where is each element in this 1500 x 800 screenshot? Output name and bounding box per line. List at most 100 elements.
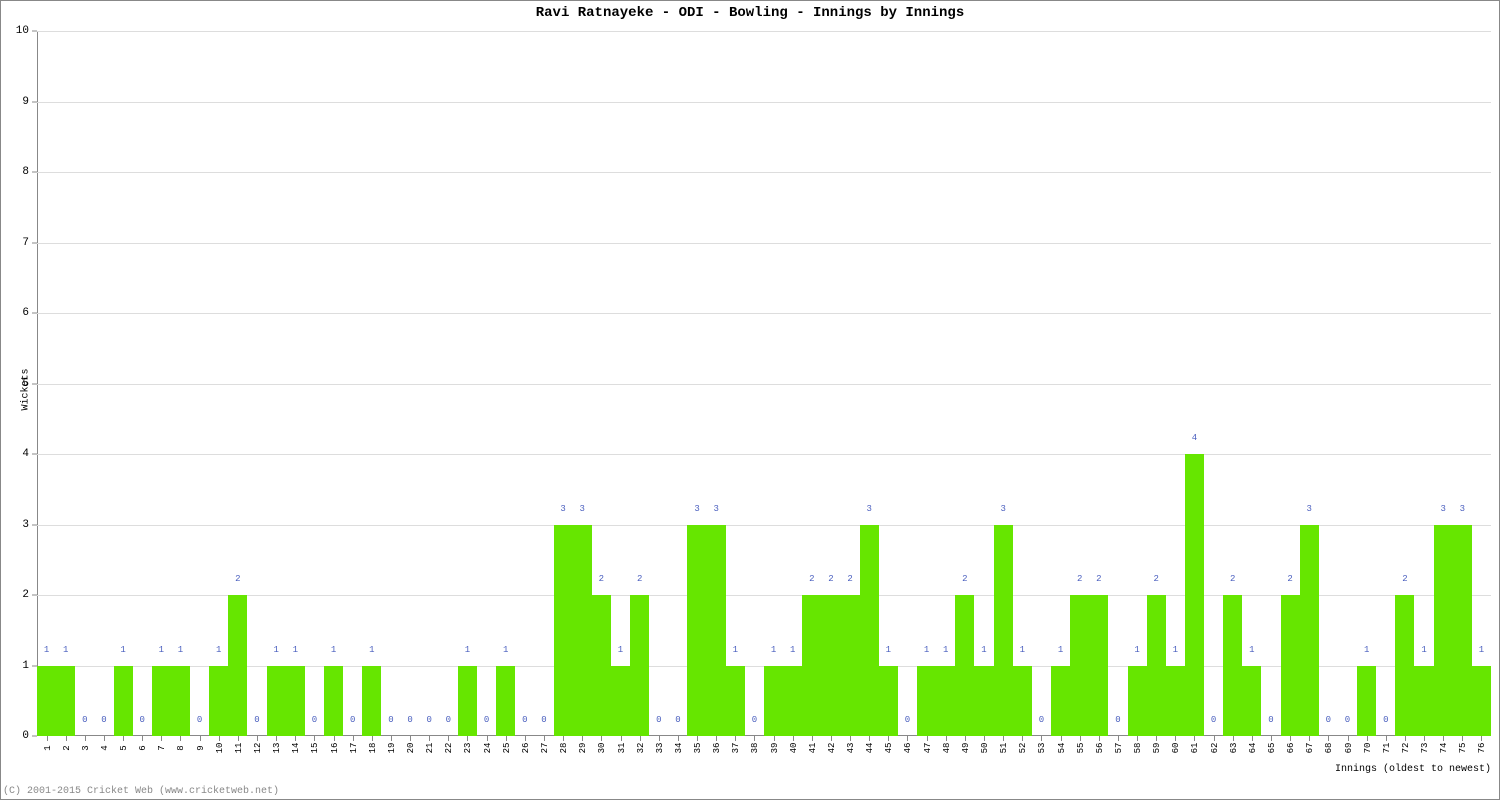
- xtick-mark: [831, 736, 832, 741]
- xtick-mark: [984, 736, 985, 741]
- ytick-mark: [32, 665, 37, 666]
- ytick-label: 4: [1, 448, 29, 460]
- bar-value-label: 1: [733, 645, 738, 655]
- xtick-mark: [1309, 736, 1310, 741]
- ytick-label: 10: [1, 25, 29, 37]
- bar: [286, 666, 305, 737]
- xtick-label: 38: [750, 743, 760, 754]
- xtick-mark: [1099, 736, 1100, 741]
- bar: [496, 666, 515, 737]
- bar-value-label: 0: [101, 715, 106, 725]
- xtick-mark: [1290, 736, 1291, 741]
- bar-value-label: 1: [1364, 645, 1369, 655]
- bar-value-label: 1: [44, 645, 49, 655]
- bar: [630, 595, 649, 736]
- xtick-label: 14: [291, 743, 301, 754]
- xtick-mark: [1252, 736, 1253, 741]
- bar-value-label: 1: [293, 645, 298, 655]
- xtick-label: 20: [406, 743, 416, 754]
- xtick-mark: [391, 736, 392, 741]
- bar: [821, 595, 840, 736]
- xtick-mark: [1022, 736, 1023, 741]
- bar-value-label: 3: [560, 504, 565, 514]
- xtick-label: 24: [483, 743, 493, 754]
- xtick-mark: [142, 736, 143, 741]
- bar-value-label: 0: [1345, 715, 1350, 725]
- xtick-mark: [1424, 736, 1425, 741]
- bar-value-label: 1: [1020, 645, 1025, 655]
- bar-value-label: 3: [1460, 504, 1465, 514]
- bar-value-label: 0: [312, 715, 317, 725]
- xtick-label: 18: [368, 743, 378, 754]
- bar-value-label: 2: [809, 574, 814, 584]
- bar-value-label: 0: [140, 715, 145, 725]
- bar: [554, 525, 573, 737]
- xtick-label: 33: [655, 743, 665, 754]
- bar: [936, 666, 955, 737]
- ytick-label: 1: [1, 660, 29, 672]
- x-axis-label: Innings (oldest to newest): [1335, 764, 1491, 775]
- bar: [1472, 666, 1491, 737]
- bar-value-label: 1: [943, 645, 948, 655]
- bar: [783, 666, 802, 737]
- xtick-label: 1: [43, 745, 53, 750]
- xtick-mark: [678, 736, 679, 741]
- bar: [152, 666, 171, 737]
- bar-value-label: 0: [407, 715, 412, 725]
- gridline: [37, 595, 1491, 596]
- ytick-label: 2: [1, 589, 29, 601]
- xtick-label: 3: [81, 745, 91, 750]
- bar: [1357, 666, 1376, 737]
- xtick-mark: [716, 736, 717, 741]
- xtick-label: 15: [310, 743, 320, 754]
- ytick-mark: [32, 736, 37, 737]
- xtick-label: 12: [253, 743, 263, 754]
- xtick-mark: [276, 736, 277, 741]
- xtick-label: 74: [1439, 743, 1449, 754]
- bar-value-label: 3: [1000, 504, 1005, 514]
- xtick-mark: [257, 736, 258, 741]
- xtick-mark: [372, 736, 373, 741]
- xtick-mark: [1405, 736, 1406, 741]
- ytick-label: 7: [1, 237, 29, 249]
- xtick-label: 52: [1018, 743, 1028, 754]
- xtick-label: 42: [827, 743, 837, 754]
- xtick-mark: [66, 736, 67, 741]
- bar: [1070, 595, 1089, 736]
- xtick-mark: [927, 736, 928, 741]
- xtick-label: 6: [138, 745, 148, 750]
- xtick-mark: [659, 736, 660, 741]
- bar: [1185, 454, 1204, 736]
- bar: [726, 666, 745, 737]
- xtick-label: 46: [903, 743, 913, 754]
- xtick-label: 70: [1363, 743, 1373, 754]
- xtick-label: 47: [923, 743, 933, 754]
- xtick-mark: [314, 736, 315, 741]
- xtick-mark: [1080, 736, 1081, 741]
- bar-value-label: 0: [541, 715, 546, 725]
- xtick-mark: [1214, 736, 1215, 741]
- bar: [955, 595, 974, 736]
- xtick-label: 13: [272, 743, 282, 754]
- xtick-mark: [621, 736, 622, 741]
- bar-value-label: 1: [981, 645, 986, 655]
- xtick-mark: [200, 736, 201, 741]
- bar-value-label: 0: [484, 715, 489, 725]
- xtick-mark: [869, 736, 870, 741]
- xtick-mark: [1271, 736, 1272, 741]
- bar-value-label: 1: [369, 645, 374, 655]
- xtick-label: 11: [234, 743, 244, 754]
- xtick-label: 28: [559, 743, 569, 754]
- bar-value-label: 0: [426, 715, 431, 725]
- bar: [362, 666, 381, 737]
- bar-value-label: 1: [1058, 645, 1063, 655]
- xtick-label: 64: [1248, 743, 1258, 754]
- xtick-mark: [735, 736, 736, 741]
- bar-value-label: 1: [924, 645, 929, 655]
- xtick-mark: [1061, 736, 1062, 741]
- bar: [324, 666, 343, 737]
- xtick-mark: [946, 736, 947, 741]
- xtick-label: 53: [1037, 743, 1047, 754]
- bar-value-label: 0: [675, 715, 680, 725]
- xtick-mark: [448, 736, 449, 741]
